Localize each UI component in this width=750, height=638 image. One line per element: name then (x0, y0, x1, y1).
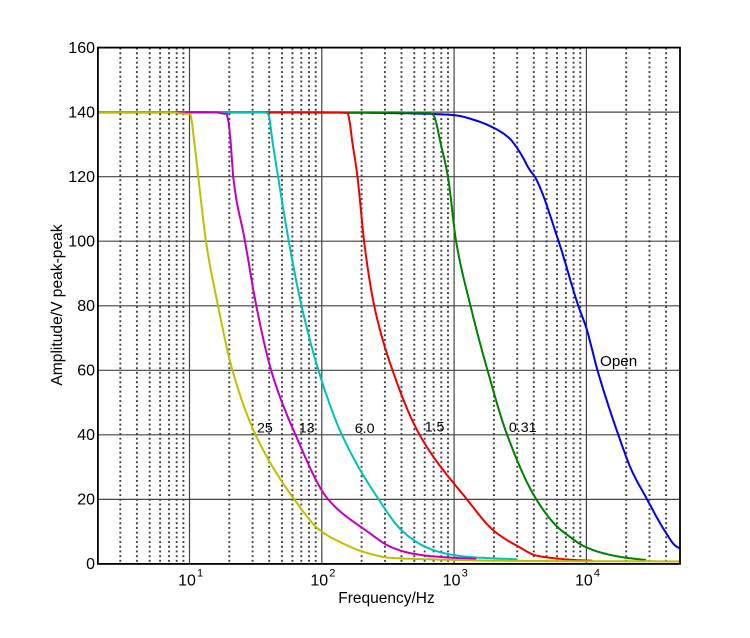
svg-text:0: 0 (86, 556, 95, 573)
svg-text:Frequency/Hz: Frequency/Hz (338, 590, 434, 607)
svg-text:140: 140 (68, 104, 95, 121)
svg-text:10: 10 (178, 573, 196, 590)
svg-text:10: 10 (575, 573, 593, 590)
svg-text:20: 20 (77, 492, 95, 509)
svg-text:Amplitude/V peak-peak: Amplitude/V peak-peak (49, 224, 66, 385)
svg-text:Open: Open (600, 353, 637, 370)
svg-text:0.31: 0.31 (509, 420, 537, 436)
svg-text:1.5: 1.5 (425, 420, 445, 436)
svg-text:120: 120 (68, 169, 95, 186)
svg-text:60: 60 (77, 363, 95, 380)
svg-text:10: 10 (443, 573, 461, 590)
svg-text:1: 1 (197, 568, 203, 580)
svg-text:80: 80 (77, 298, 95, 315)
svg-text:3: 3 (462, 568, 468, 580)
svg-text:160: 160 (68, 40, 95, 57)
svg-text:4: 4 (594, 568, 600, 580)
svg-text:10: 10 (310, 573, 328, 590)
svg-text:2: 2 (329, 568, 335, 580)
svg-text:40: 40 (77, 427, 95, 444)
svg-text:6.0: 6.0 (355, 421, 375, 437)
svg-text:100: 100 (68, 234, 95, 251)
svg-text:25: 25 (257, 421, 273, 437)
svg-text:13: 13 (299, 421, 315, 437)
